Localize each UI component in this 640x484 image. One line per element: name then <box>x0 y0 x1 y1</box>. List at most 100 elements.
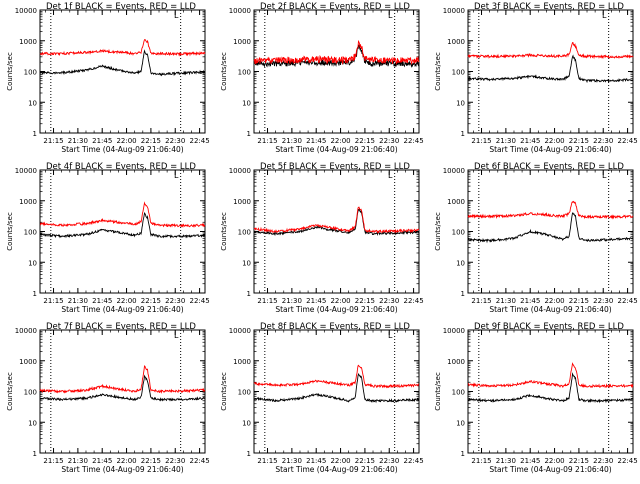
y-tick-label: 10 <box>28 419 37 427</box>
y-tick-label: 10000 <box>443 327 465 335</box>
x-tick-label: 22:00 <box>116 297 136 305</box>
y-tick-label: 100 <box>452 69 465 77</box>
y-tick-label: 1 <box>461 290 465 298</box>
series-events-line <box>253 207 420 237</box>
x-tick-label: 22:00 <box>330 137 350 145</box>
x-tick-label: 21:30 <box>68 457 88 465</box>
legend-glyph: L <box>174 171 179 180</box>
x-tick-label: 21:30 <box>282 297 302 305</box>
x-tick-label: 21:45 <box>306 297 326 305</box>
series-events-line <box>253 372 420 404</box>
x-tick-label: 22:00 <box>544 137 564 145</box>
x-axis-label: Start Time (04-Aug-09 21:06:40) <box>275 145 397 154</box>
x-tick-label: 21:45 <box>520 457 540 465</box>
x-tick-label: 21:45 <box>92 297 112 305</box>
x-axis-label: Start Time (04-Aug-09 21:06:40) <box>489 145 611 154</box>
y-axis-label: Counts/sec <box>6 212 14 251</box>
y-tick-label: 100 <box>452 229 465 237</box>
x-tick-label: 21:15 <box>471 297 491 305</box>
x-tick-label: 22:30 <box>593 137 613 145</box>
y-tick-label: 1000 <box>447 358 465 366</box>
x-tick-label: 22:45 <box>617 297 637 305</box>
x-tick-label: 21:15 <box>43 457 63 465</box>
x-tick-label: 22:30 <box>379 297 399 305</box>
x-tick-label: 21:45 <box>92 457 112 465</box>
y-tick-label: 10000 <box>229 167 251 175</box>
series-events-line <box>467 372 634 404</box>
y-tick-label: 1000 <box>19 358 37 366</box>
series-events-line <box>39 374 206 402</box>
x-tick-label: 22:30 <box>593 457 613 465</box>
x-tick-label: 21:45 <box>306 137 326 145</box>
y-tick-label: 100 <box>238 389 251 397</box>
legend-glyph: L <box>388 331 393 340</box>
x-axis-label: Start Time (04-Aug-09 21:06:40) <box>489 465 611 474</box>
y-tick-label: 1000 <box>447 198 465 206</box>
y-tick-label: 10 <box>28 259 37 267</box>
x-tick-label: 22:30 <box>165 457 185 465</box>
y-tick-label: 10000 <box>15 327 37 335</box>
y-axis-label: Counts/sec <box>220 372 228 411</box>
y-tick-label: 1 <box>461 130 465 138</box>
panel-title: Det 1f BLACK = Events, RED = LLD <box>46 2 196 12</box>
y-tick-label: 10 <box>456 99 465 107</box>
x-tick-label: 21:45 <box>92 137 112 145</box>
x-tick-label: 22:45 <box>403 137 423 145</box>
panel-title: Det 2f BLACK = Events, RED = LLD <box>260 2 410 12</box>
x-tick-label: 22:15 <box>141 457 161 465</box>
series-lld-line <box>467 42 634 60</box>
y-tick-label: 1 <box>247 450 251 458</box>
y-tick-label: 1 <box>33 290 37 298</box>
y-tick-label: 100 <box>24 69 37 77</box>
legend-glyph: L <box>602 171 607 180</box>
y-axis-label: Counts/sec <box>220 52 228 91</box>
x-tick-label: 22:15 <box>569 137 589 145</box>
x-tick-label: 22:15 <box>355 457 375 465</box>
series-lld-line <box>39 201 206 229</box>
x-tick-label: 22:45 <box>189 137 209 145</box>
x-axis-label: Start Time (04-Aug-09 21:06:40) <box>275 305 397 314</box>
y-tick-label: 1 <box>247 130 251 138</box>
y-tick-label: 100 <box>238 229 251 237</box>
y-tick-label: 100 <box>238 69 251 77</box>
y-tick-label: 1000 <box>447 38 465 46</box>
y-tick-label: 1 <box>461 450 465 458</box>
y-tick-label: 10 <box>242 99 251 107</box>
y-axis-label: Counts/sec <box>434 372 442 411</box>
y-tick-label: 1000 <box>19 38 37 46</box>
x-tick-label: 22:15 <box>569 457 589 465</box>
y-tick-label: 10000 <box>15 7 37 15</box>
x-tick-label: 21:15 <box>257 457 277 465</box>
x-tick-label: 22:00 <box>116 137 136 145</box>
x-tick-label: 22:45 <box>403 297 423 305</box>
panel-title: Det 4f BLACK = Events, RED = LLD <box>46 162 196 172</box>
series-lld-line <box>39 365 206 394</box>
y-tick-label: 1000 <box>233 38 251 46</box>
x-tick-label: 22:15 <box>355 297 375 305</box>
series-lld-line <box>253 364 420 389</box>
x-tick-label: 22:00 <box>330 457 350 465</box>
series-events-line <box>467 54 634 84</box>
series-lld-line <box>253 39 420 66</box>
legend-glyph: L <box>602 11 607 20</box>
x-tick-label: 21:30 <box>282 457 302 465</box>
y-tick-label: 10 <box>28 99 37 107</box>
x-tick-label: 21:45 <box>520 137 540 145</box>
legend-glyph: L <box>174 331 179 340</box>
x-tick-label: 21:15 <box>471 137 491 145</box>
x-axis-label: Start Time (04-Aug-09 21:06:40) <box>489 305 611 314</box>
y-tick-label: 10000 <box>443 7 465 15</box>
y-tick-label: 100 <box>24 229 37 237</box>
x-tick-label: 21:30 <box>282 137 302 145</box>
series-events-line <box>39 49 206 77</box>
panel-title: Det 9f BLACK = Events, RED = LLD <box>474 322 624 332</box>
x-axis-label: Start Time (04-Aug-09 21:06:40) <box>61 465 183 474</box>
x-tick-label: 22:00 <box>116 457 136 465</box>
y-axis-label: Counts/sec <box>434 52 442 91</box>
y-tick-label: 10 <box>242 259 251 267</box>
y-tick-label: 1 <box>33 130 37 138</box>
